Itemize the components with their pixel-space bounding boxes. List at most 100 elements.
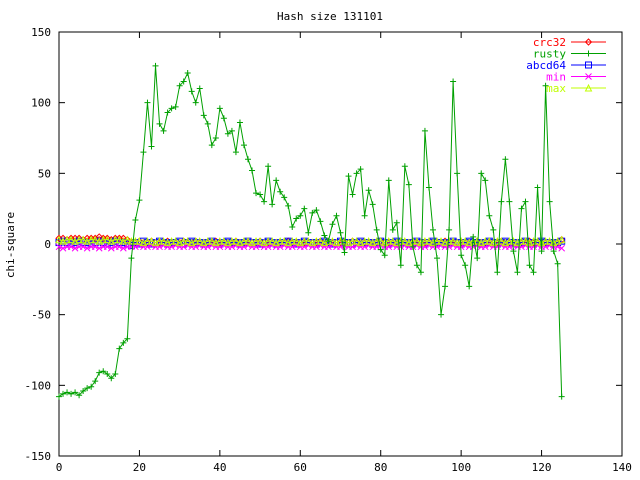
- point-rusty: [385, 177, 392, 184]
- point-rusty: [462, 262, 469, 269]
- point-max: [401, 237, 409, 245]
- point-rusty: [132, 216, 139, 223]
- point-min: [192, 243, 200, 251]
- point-max: [457, 237, 465, 245]
- point-rusty: [413, 262, 420, 269]
- x-tick-label: 40: [213, 461, 226, 474]
- point-max: [384, 237, 393, 245]
- point-min: [95, 244, 103, 252]
- point-crc32: [212, 237, 220, 245]
- point-max: [449, 237, 457, 245]
- point-max: [203, 237, 212, 245]
- point-min: [107, 244, 115, 252]
- point-max: [280, 237, 289, 245]
- point-min: [59, 244, 67, 252]
- point-min: [228, 243, 236, 251]
- point-min: [71, 244, 79, 252]
- point-rusty: [108, 375, 115, 382]
- x-tick-label: 120: [532, 461, 552, 474]
- point-rusty: [144, 99, 151, 106]
- point-rusty: [56, 393, 62, 400]
- point-rusty: [486, 212, 493, 219]
- point-min: [530, 243, 537, 251]
- point-max: [517, 237, 526, 245]
- point-rusty: [466, 283, 473, 290]
- point-min: [361, 243, 368, 251]
- point-max: [445, 237, 453, 245]
- point-max: [244, 237, 252, 245]
- point-rusty: [116, 345, 123, 352]
- point-min: [421, 243, 429, 251]
- point-rusty: [357, 166, 364, 173]
- point-rusty: [534, 184, 541, 191]
- point-max: [143, 237, 152, 245]
- point-max: [276, 237, 284, 245]
- point-rusty: [240, 142, 247, 149]
- point-max: [99, 235, 108, 244]
- point-max: [155, 237, 164, 245]
- point-min: [276, 243, 284, 251]
- point-rusty: [438, 311, 445, 318]
- point-rusty: [442, 283, 449, 290]
- point-max: [388, 237, 397, 245]
- point-rusty: [301, 205, 308, 212]
- point-min: [83, 244, 91, 252]
- point-rusty: [269, 201, 276, 208]
- point-rusty: [317, 218, 324, 225]
- axes: 0 20 40 60 80 100 120 140 -150 -100 -50 0 50 100 150: [25, 26, 632, 474]
- point-min: [132, 243, 139, 251]
- point-max: [533, 237, 542, 245]
- point-max: [75, 235, 83, 244]
- point-min: [445, 243, 453, 251]
- point-rusty: [518, 205, 525, 212]
- point-rusty: [228, 127, 235, 134]
- point-rusty: [212, 135, 219, 141]
- point-max: [557, 235, 566, 244]
- point-rusty: [188, 88, 195, 95]
- point-rusty: [281, 194, 288, 201]
- point-max: [115, 235, 124, 244]
- point-min: [91, 243, 99, 251]
- point-rusty: [325, 238, 332, 245]
- point-rusty: [104, 371, 111, 378]
- point-rusty: [381, 252, 388, 259]
- y-tick-label: -100: [25, 379, 52, 392]
- point-rusty: [365, 187, 372, 194]
- y-tick-label: -50: [31, 309, 51, 322]
- point-rusty: [494, 269, 501, 276]
- point-rusty: [160, 127, 167, 134]
- point-max: [304, 237, 313, 245]
- legend-marker: [585, 61, 592, 69]
- point-rusty: [405, 181, 412, 188]
- point-rusty: [277, 188, 284, 195]
- point-rusty: [530, 269, 537, 276]
- point-rusty: [80, 387, 87, 394]
- point-max: [509, 237, 518, 245]
- point-max: [123, 235, 132, 244]
- point-rusty: [397, 262, 404, 269]
- legend-marker: [585, 73, 592, 80]
- point-rusty: [309, 209, 316, 216]
- point-max: [300, 237, 309, 245]
- point-rusty: [245, 156, 252, 163]
- series-rusty: [56, 62, 565, 400]
- point-rusty: [401, 163, 408, 170]
- point-max: [195, 237, 204, 245]
- point-rusty: [124, 335, 131, 342]
- point-min: [542, 243, 549, 251]
- point-min: [216, 243, 224, 251]
- point-rusty: [196, 85, 203, 92]
- point-max: [264, 237, 272, 245]
- point-max: [505, 237, 514, 245]
- point-max: [131, 237, 140, 245]
- point-rusty: [454, 170, 461, 177]
- legend-label: abcd64: [526, 59, 566, 72]
- point-rusty: [88, 383, 95, 390]
- point-min: [288, 243, 296, 251]
- point-max: [292, 237, 301, 245]
- point-rusty: [297, 212, 304, 219]
- point-max: [55, 235, 63, 244]
- point-rusty: [425, 184, 432, 191]
- point-rusty: [200, 112, 207, 119]
- point-rusty: [514, 269, 521, 276]
